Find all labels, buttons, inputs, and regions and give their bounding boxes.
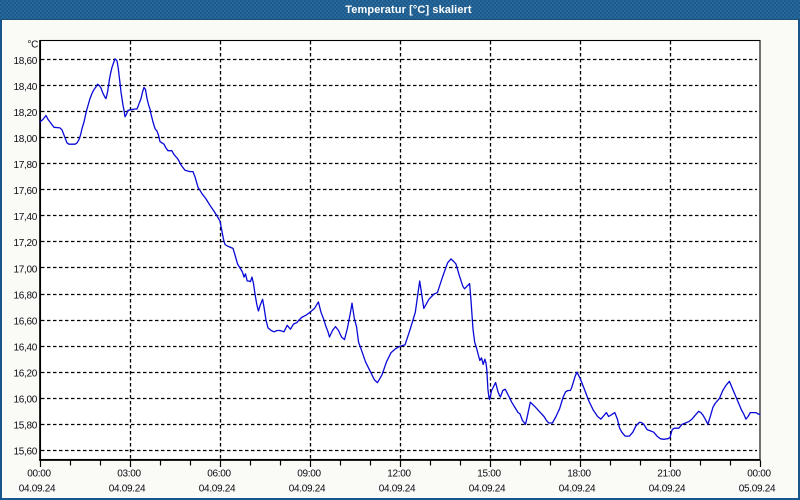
svg-text:04.09.24: 04.09.24	[109, 484, 146, 495]
svg-text:00:00: 00:00	[27, 469, 51, 480]
svg-text:21:00: 21:00	[657, 469, 681, 480]
svg-text:04.09.24: 04.09.24	[19, 484, 56, 495]
svg-text:17,20: 17,20	[13, 238, 37, 249]
svg-text:00:00: 00:00	[747, 469, 771, 480]
svg-text:16,40: 16,40	[13, 342, 37, 353]
svg-text:17,80: 17,80	[13, 160, 37, 171]
svg-text:17,40: 17,40	[13, 212, 37, 223]
svg-text:09:00: 09:00	[297, 469, 321, 480]
svg-text:17,00: 17,00	[13, 264, 37, 275]
svg-text:04.09.24: 04.09.24	[559, 484, 596, 495]
svg-text:18,40: 18,40	[13, 82, 37, 93]
svg-text:15,80: 15,80	[13, 421, 37, 432]
svg-text:°C: °C	[27, 40, 38, 51]
svg-text:18,20: 18,20	[13, 108, 37, 119]
svg-text:16,80: 16,80	[13, 290, 37, 301]
svg-text:18:00: 18:00	[567, 469, 591, 480]
svg-text:04.09.24: 04.09.24	[199, 484, 236, 495]
svg-text:04.09.24: 04.09.24	[289, 484, 326, 495]
svg-text:05.09.24: 05.09.24	[739, 484, 776, 495]
svg-text:17,60: 17,60	[13, 186, 37, 197]
svg-text:18,00: 18,00	[13, 134, 37, 145]
svg-text:12:00: 12:00	[387, 469, 411, 480]
svg-text:18,60: 18,60	[13, 56, 37, 67]
svg-text:04.09.24: 04.09.24	[649, 484, 686, 495]
svg-text:06:00: 06:00	[207, 469, 231, 480]
svg-text:15,60: 15,60	[13, 447, 37, 458]
svg-text:15:00: 15:00	[477, 469, 501, 480]
svg-text:16,60: 16,60	[13, 316, 37, 327]
svg-text:04.09.24: 04.09.24	[379, 484, 416, 495]
svg-text:16,20: 16,20	[13, 369, 37, 380]
svg-text:16,00: 16,00	[13, 395, 37, 406]
svg-text:04.09.24: 04.09.24	[469, 484, 506, 495]
svg-text:03:00: 03:00	[117, 469, 141, 480]
